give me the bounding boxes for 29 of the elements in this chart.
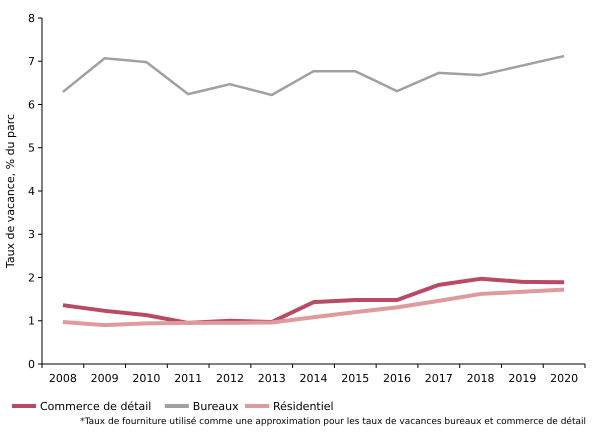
- x-tick-label: 2012: [216, 372, 244, 385]
- x-tick-label: 2014: [300, 372, 328, 385]
- y-axis-title: Taux de vacance, % du parc: [4, 114, 17, 270]
- y-tick-label: 7: [28, 55, 35, 68]
- x-tick-label: 2008: [48, 372, 77, 385]
- y-tick-label: 6: [28, 98, 35, 112]
- x-tick-label: 2013: [258, 372, 286, 385]
- x-tick-label: 2016: [383, 372, 412, 385]
- x-tick-label: 2018: [466, 372, 495, 385]
- line-series: [60, 288, 566, 328]
- x-tick-label: 2011: [174, 372, 202, 385]
- legend-label: Bureaux: [192, 400, 240, 413]
- x-tick-label: 2017: [424, 372, 453, 385]
- y-tick-label: 2: [28, 271, 35, 284]
- x-tick-label: 2020: [550, 372, 578, 385]
- legend-label: Commerce de détail: [40, 400, 152, 413]
- x-tick-label: 2019: [508, 372, 536, 385]
- y-tick-label: 0: [28, 358, 35, 371]
- y-tick-label: 1: [28, 314, 35, 328]
- y-tick-label: 4: [28, 184, 35, 198]
- y-tick-label: 8: [28, 12, 35, 25]
- y-tick-label: 5: [28, 142, 35, 155]
- y-tick-label: 3: [28, 228, 35, 242]
- x-tick-label: 2010: [132, 372, 160, 385]
- text: *Taux de fourniture utilisé comme une approximation pour les taux de vacances bureaux et commerce de détail: [80, 416, 586, 427]
- x-tick-label: 2009: [90, 372, 119, 385]
- line-series: [62, 54, 566, 96]
- x-tick-label: 2015: [341, 372, 370, 385]
- legend-label: Résidentiel: [273, 400, 334, 413]
